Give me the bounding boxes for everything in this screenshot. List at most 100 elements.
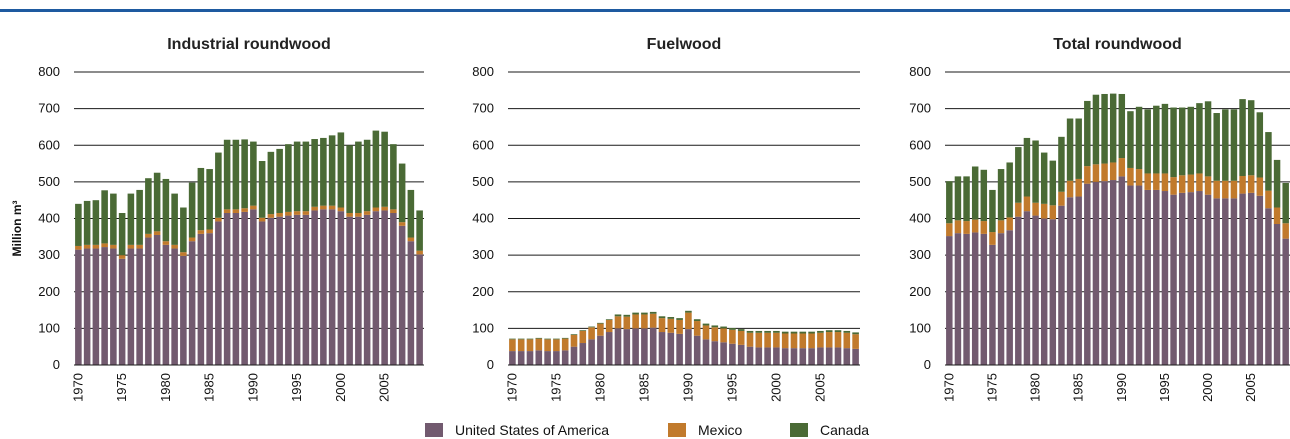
bar-segment — [693, 319, 701, 322]
bar-segment — [1178, 175, 1186, 193]
bar-segment — [83, 244, 91, 249]
bar-segment — [764, 332, 771, 348]
bar-segment — [588, 327, 595, 340]
bar-segment — [1075, 118, 1082, 179]
bar-segment — [127, 193, 135, 245]
bar-segment — [649, 327, 657, 365]
top-rule — [0, 9, 1290, 12]
bar-segment — [1161, 191, 1169, 365]
bar-segment — [398, 222, 406, 226]
bar-segment — [1187, 192, 1195, 365]
bar-segment — [153, 234, 161, 365]
bar-segment — [311, 206, 318, 211]
bar-segment — [570, 346, 578, 365]
bar-segment — [685, 329, 692, 365]
bar-segment — [825, 330, 833, 333]
bar-segment — [1213, 198, 1220, 365]
bar-segment — [579, 330, 587, 344]
bar-segment — [1109, 162, 1117, 181]
bar-segment — [781, 331, 789, 334]
x-tick-label: 1995 — [724, 373, 739, 402]
bar-segment — [579, 330, 587, 331]
bar-segment — [632, 314, 639, 329]
legend-item-usa: United States of America — [425, 420, 609, 439]
bar-segment — [641, 312, 648, 315]
bar-segment — [267, 217, 275, 365]
bar-segment — [746, 332, 754, 347]
bar-segment — [843, 348, 851, 365]
bar-segment — [127, 248, 135, 365]
bar-segment — [136, 189, 143, 245]
x-tick-label: 1990 — [245, 373, 260, 402]
bar-segment — [570, 334, 578, 335]
bar-segment — [764, 347, 771, 365]
bar-segment — [118, 213, 126, 256]
bar-segment — [535, 350, 543, 365]
bar-segment — [1196, 191, 1203, 365]
bar-segment — [808, 348, 815, 365]
legend-swatch-canada — [790, 422, 808, 437]
bar-segment — [971, 166, 979, 220]
y-tick-label: 0 — [924, 357, 931, 372]
bar-segment — [737, 329, 745, 331]
bar-segment — [390, 209, 397, 214]
bar-segment — [1230, 198, 1238, 365]
bar-segment — [641, 314, 648, 329]
bar-segment — [241, 211, 248, 365]
bar-segment — [171, 248, 178, 365]
bar-segment — [1239, 176, 1246, 194]
bar-segment — [206, 233, 213, 365]
bar-segment — [588, 339, 595, 365]
bar-segment — [110, 244, 117, 249]
bar-segment — [676, 333, 683, 365]
x-tick-label: 1995 — [289, 373, 304, 402]
bar-segment — [1049, 219, 1057, 365]
bar-segment — [1040, 203, 1048, 219]
bar-segment — [337, 207, 345, 212]
bar-segment — [206, 169, 213, 230]
bar-segment — [1144, 173, 1151, 190]
bar-segment — [1265, 132, 1272, 191]
bar-segment — [276, 213, 283, 217]
bar-segment — [1084, 166, 1091, 184]
y-tick-label: 200 — [909, 284, 931, 299]
bar-segment — [1178, 192, 1186, 365]
bar-segment — [649, 313, 657, 328]
bar-segment — [1265, 208, 1272, 365]
bar-segment — [136, 248, 143, 365]
bar-segment — [180, 255, 187, 365]
bar-segment — [127, 244, 135, 249]
bar-segment — [1273, 159, 1281, 208]
bar-segment — [711, 325, 719, 328]
x-tick-label: 1985 — [636, 373, 651, 402]
bar-segment — [954, 220, 962, 234]
bar-segment — [852, 332, 859, 335]
bar-segment — [764, 330, 771, 333]
bar-segment — [1282, 182, 1289, 224]
bar-segment — [852, 348, 859, 365]
bar-segment — [381, 206, 388, 211]
y-tick-label: 800 — [472, 64, 494, 79]
bar-segment — [1040, 152, 1048, 204]
x-tick-label: 1970 — [941, 373, 956, 402]
y-tick-label: 0 — [487, 357, 494, 372]
bar-segment — [963, 221, 970, 234]
bar-segment — [372, 207, 380, 212]
bar-segment — [92, 200, 100, 245]
bar-segment — [136, 244, 143, 249]
x-tick-label: 1975 — [114, 373, 129, 402]
bar-segment — [337, 211, 345, 365]
y-tick-label: 500 — [909, 174, 931, 189]
y-tick-label: 200 — [38, 284, 60, 299]
legend-label-canada: Canada — [820, 421, 870, 438]
bar-segment — [1101, 163, 1108, 182]
bar-segment — [720, 342, 727, 365]
bar-segment — [215, 221, 222, 365]
bar-segment — [517, 339, 525, 352]
bar-segment — [746, 330, 754, 333]
bar-segment — [685, 310, 692, 313]
bar-segment — [1127, 111, 1134, 168]
bar-segment — [641, 328, 648, 365]
bar-segment — [285, 211, 292, 216]
bar-segment — [162, 244, 170, 365]
